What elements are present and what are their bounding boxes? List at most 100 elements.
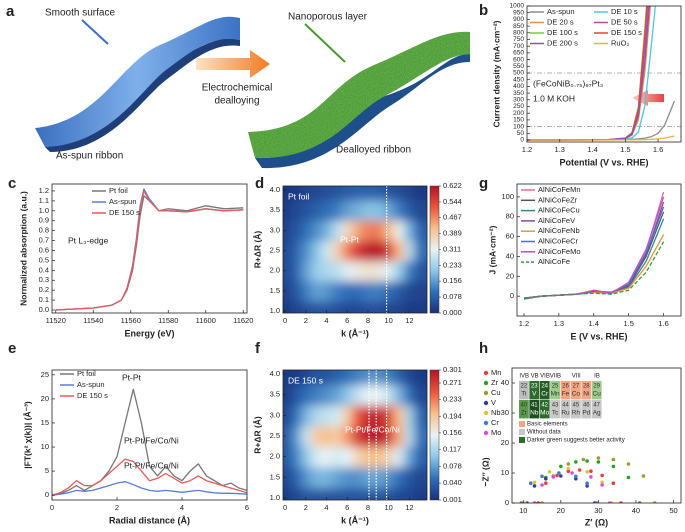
heatmap-cell [362,220,374,242]
y-tick-label: 1.0 [270,493,280,502]
heatmap-cell [393,200,405,221]
x-tick-label: 11620 [233,316,253,325]
heatmap-cell [331,260,343,282]
heatmap-cell [383,220,395,242]
y-tick-label: 0.5 [39,255,49,264]
heatmap-cell [331,200,343,221]
y-tick-label: 60 [506,232,514,241]
heatmap-cell [300,487,312,500]
heatmap-cell [352,466,364,489]
annotation: 1.0 M KOH [533,93,575,103]
legend-label: AlNiCoFeV [538,216,575,225]
heatmap-cell [373,487,385,500]
heatmap-cell [373,240,385,262]
heatmap-cell [373,280,385,302]
panel-label: a [6,3,15,20]
heatmap-cells [283,370,427,500]
heatmap-cell [352,220,364,242]
annotation: Pt-Pt/Fe/Co/Ni [124,460,179,470]
legend-marker [483,390,489,396]
heatmap-cell [383,300,395,313]
y-tick-label: 250 [513,103,524,110]
data-point [559,464,563,469]
heatmap-cell [362,487,374,500]
legend-label: Darker green suggests better activity [527,438,625,444]
heatmap-cell [414,425,427,447]
heatmap-cell [310,405,322,427]
heatmap-cell [310,425,322,447]
legend-label: DE 100 s [547,28,578,37]
y-tick-label: 10 [501,468,509,477]
heatmap-cell [310,466,322,489]
heatmap-cell [300,220,312,242]
x-tick-label: 6 [345,503,349,512]
heatmap-cell [393,446,405,468]
data-point [551,475,556,479]
heatmap-cell [342,384,354,406]
x-tick-label: 11540 [83,316,103,325]
plot-frame [282,185,428,314]
annotation: Pt foil [288,191,309,201]
heatmap-cell [404,260,416,282]
element-number: 40 [521,403,528,409]
x-tick-label: 50 [669,506,677,515]
element-symbol: Tc [552,410,559,417]
heatmap-cell [404,425,416,447]
heatmap-cell [321,384,333,406]
y-tick-label: 3.5 [270,390,280,399]
heatmap-cell [300,280,312,302]
heatmap-cell [393,300,405,313]
heatmap-cell [283,466,291,489]
label: Electrochemical [202,83,273,94]
data-line [55,195,244,311]
pointer [81,19,109,45]
heatmap-cell [321,300,333,313]
heatmap-cell [383,384,395,406]
heatmap-cell [342,446,354,468]
element-symbol: Rh [572,410,581,417]
y-tick-label: 15 [41,418,49,427]
heatmap-cell [383,240,395,262]
x-tick-label: 12 [405,503,413,512]
heatmap-cell [383,487,395,500]
series-group [55,188,244,311]
y-tick-label: 25 [41,370,49,379]
smooth-ribbon [35,16,240,147]
legend-label: DE 150 s [77,391,108,400]
heatmap-cell [404,220,416,242]
legend-label: AlNiCoFeZr [538,195,578,204]
legend-swatch [519,429,525,435]
heatmap-cell [393,260,405,282]
y-tick-label: 40 [501,378,509,387]
heatmap-cell [300,240,312,262]
y-axis-title: R+ΔR (Å) [252,231,262,269]
heatmap-cell [283,280,291,302]
y-tick-label: 1.5 [270,472,280,481]
legend-label: Nb [491,408,501,417]
panel-label: d [255,175,264,192]
label: Dealloyed ribbon [336,145,411,156]
heatmap-cell [414,446,427,468]
label: As-spun ribbon [56,151,123,162]
y-tick-label: 400 [513,83,524,90]
heatmap-cell [300,300,312,313]
heatmap-cell [310,280,322,302]
heatmap-cell [331,300,343,313]
schematic: a Smooth surface Nanoporous layer Electr… [6,3,470,169]
heatmap-cell [404,186,416,201]
colorbar-label: 0.156 [443,428,462,437]
heatmap-cell [383,370,395,386]
shift-arrow [632,90,664,106]
heatmap-cell [342,405,354,427]
element-symbol: Nb [530,410,539,417]
data-point [574,474,578,479]
heatmap-cell [283,220,291,242]
heatmap-cell [331,466,343,489]
colorbar-label: 0.040 [443,478,462,487]
heatmap-cell [362,466,374,489]
heatmap-cell [414,220,427,242]
y-tick-label: 1.0 [39,206,49,215]
group-label: VIII [572,374,581,380]
data-point [611,457,616,462]
